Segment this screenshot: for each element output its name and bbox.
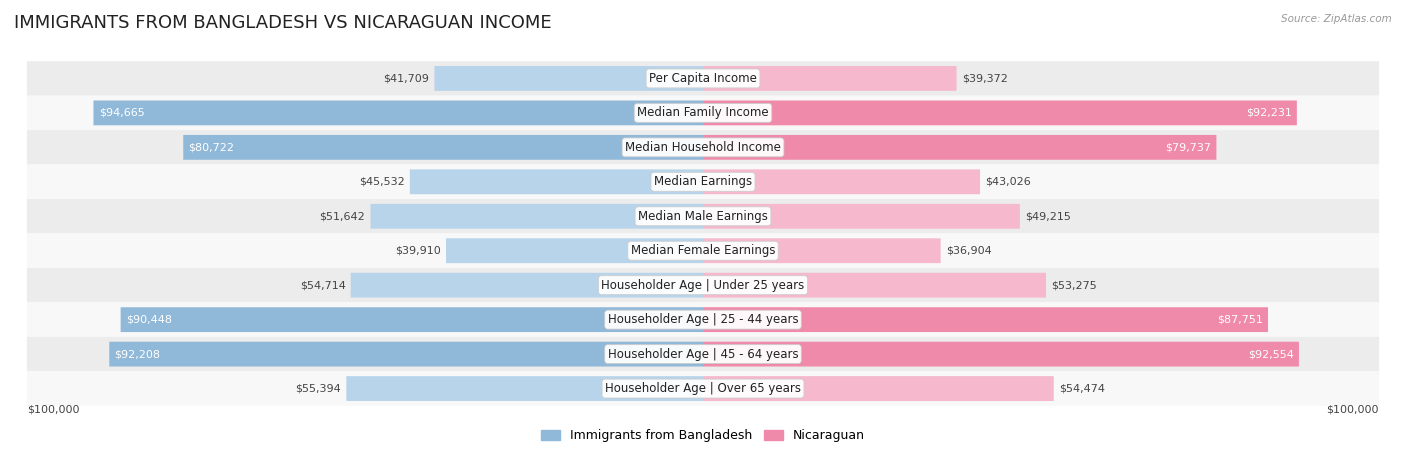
Text: $100,000: $100,000 xyxy=(1327,404,1379,414)
Text: IMMIGRANTS FROM BANGLADESH VS NICARAGUAN INCOME: IMMIGRANTS FROM BANGLADESH VS NICARAGUAN… xyxy=(14,14,551,32)
FancyBboxPatch shape xyxy=(703,376,1053,401)
Text: $43,026: $43,026 xyxy=(986,177,1031,187)
Text: $49,215: $49,215 xyxy=(1025,211,1071,221)
Legend: Immigrants from Bangladesh, Nicaraguan: Immigrants from Bangladesh, Nicaraguan xyxy=(536,425,870,447)
FancyBboxPatch shape xyxy=(93,100,703,125)
Text: Median Household Income: Median Household Income xyxy=(626,141,780,154)
Text: $54,714: $54,714 xyxy=(299,280,346,290)
FancyBboxPatch shape xyxy=(703,170,980,194)
FancyBboxPatch shape xyxy=(409,170,703,194)
Text: $92,554: $92,554 xyxy=(1249,349,1294,359)
Text: Median Female Earnings: Median Female Earnings xyxy=(631,244,775,257)
Text: $36,904: $36,904 xyxy=(946,246,991,256)
FancyBboxPatch shape xyxy=(703,307,1268,332)
FancyBboxPatch shape xyxy=(446,238,703,263)
Text: $39,910: $39,910 xyxy=(395,246,441,256)
Text: $92,231: $92,231 xyxy=(1246,108,1292,118)
FancyBboxPatch shape xyxy=(27,268,1379,303)
FancyBboxPatch shape xyxy=(703,204,1019,229)
Text: Median Male Earnings: Median Male Earnings xyxy=(638,210,768,223)
Text: $94,665: $94,665 xyxy=(98,108,145,118)
FancyBboxPatch shape xyxy=(27,199,1379,234)
FancyBboxPatch shape xyxy=(27,164,1379,199)
Text: Householder Age | 45 - 64 years: Householder Age | 45 - 64 years xyxy=(607,347,799,361)
Text: Median Earnings: Median Earnings xyxy=(654,175,752,188)
FancyBboxPatch shape xyxy=(703,135,1216,160)
Text: $79,737: $79,737 xyxy=(1166,142,1211,152)
FancyBboxPatch shape xyxy=(703,100,1296,125)
FancyBboxPatch shape xyxy=(703,238,941,263)
Text: $90,448: $90,448 xyxy=(125,315,172,325)
FancyBboxPatch shape xyxy=(27,234,1379,268)
FancyBboxPatch shape xyxy=(434,66,703,91)
FancyBboxPatch shape xyxy=(703,66,956,91)
Text: Source: ZipAtlas.com: Source: ZipAtlas.com xyxy=(1281,14,1392,24)
FancyBboxPatch shape xyxy=(27,371,1379,406)
Text: Median Family Income: Median Family Income xyxy=(637,106,769,120)
FancyBboxPatch shape xyxy=(371,204,703,229)
Text: $54,474: $54,474 xyxy=(1059,383,1105,394)
FancyBboxPatch shape xyxy=(27,130,1379,164)
FancyBboxPatch shape xyxy=(110,342,703,367)
Text: $41,709: $41,709 xyxy=(384,73,429,84)
Text: Householder Age | Under 25 years: Householder Age | Under 25 years xyxy=(602,279,804,292)
FancyBboxPatch shape xyxy=(703,273,1046,297)
FancyBboxPatch shape xyxy=(121,307,703,332)
FancyBboxPatch shape xyxy=(183,135,703,160)
FancyBboxPatch shape xyxy=(703,342,1299,367)
Text: $51,642: $51,642 xyxy=(319,211,366,221)
FancyBboxPatch shape xyxy=(27,337,1379,371)
FancyBboxPatch shape xyxy=(27,61,1379,96)
Text: $80,722: $80,722 xyxy=(188,142,235,152)
FancyBboxPatch shape xyxy=(346,376,703,401)
Text: Per Capita Income: Per Capita Income xyxy=(650,72,756,85)
Text: $39,372: $39,372 xyxy=(962,73,1008,84)
Text: Householder Age | Over 65 years: Householder Age | Over 65 years xyxy=(605,382,801,395)
FancyBboxPatch shape xyxy=(27,96,1379,130)
Text: $87,751: $87,751 xyxy=(1218,315,1263,325)
Text: $92,208: $92,208 xyxy=(114,349,160,359)
Text: $53,275: $53,275 xyxy=(1052,280,1097,290)
FancyBboxPatch shape xyxy=(350,273,703,297)
Text: $45,532: $45,532 xyxy=(359,177,405,187)
Text: $55,394: $55,394 xyxy=(295,383,342,394)
FancyBboxPatch shape xyxy=(27,303,1379,337)
Text: $100,000: $100,000 xyxy=(27,404,79,414)
Text: Householder Age | 25 - 44 years: Householder Age | 25 - 44 years xyxy=(607,313,799,326)
